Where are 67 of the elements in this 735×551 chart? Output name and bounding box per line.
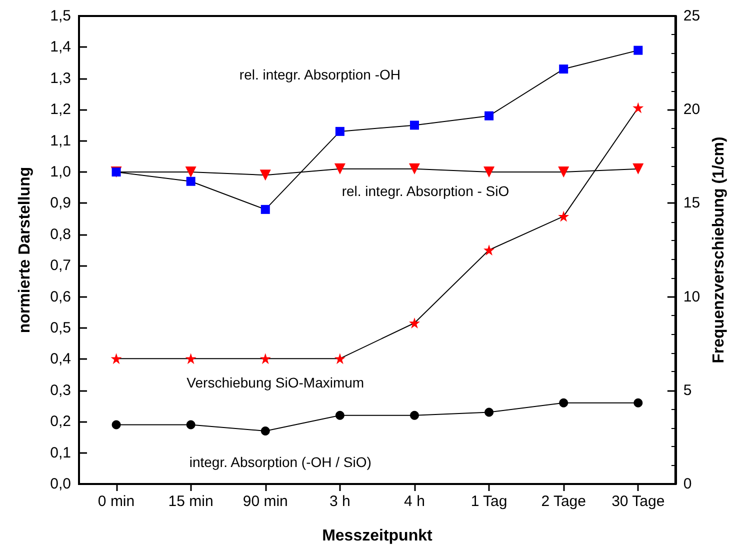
y-tick-label: 0,2 <box>50 413 71 430</box>
x-tick-label: 0 min <box>98 493 135 510</box>
y-tick-label: 0,5 <box>50 320 71 336</box>
point <box>335 410 344 420</box>
y-tick-label: 0,9 <box>50 194 71 212</box>
y-tick-label: 0,8 <box>50 226 71 243</box>
point <box>110 353 122 364</box>
y2-tick-label: 15 <box>683 194 700 212</box>
y-tick-label: 0,0 <box>50 476 71 492</box>
point <box>632 102 644 114</box>
y-tick-label: 1,1 <box>50 132 71 150</box>
point <box>634 398 643 408</box>
point <box>334 353 346 364</box>
text: rel. integr. Absorption -OH <box>239 66 400 82</box>
point <box>410 410 419 420</box>
point <box>185 166 196 178</box>
x-axis-title: Messzeitpunkt <box>322 528 433 544</box>
point <box>260 426 270 436</box>
point <box>185 353 196 364</box>
point <box>260 170 271 181</box>
point <box>260 353 271 364</box>
x-tick-label: 3 h <box>330 493 350 510</box>
point <box>260 204 270 214</box>
y-tick-label: 1,3 <box>50 70 71 87</box>
point <box>335 126 344 136</box>
series-label: integr. Absorption (-OH / SiO) <box>189 454 372 470</box>
x-tick-label: 15 min <box>168 493 214 510</box>
y-tick-label: 1,4 <box>50 38 71 56</box>
y-tick-label: 0,4 <box>50 350 71 368</box>
y-tick-label: 1,2 <box>50 101 71 118</box>
x-tick-label: 90 min <box>242 493 288 510</box>
point <box>484 166 495 178</box>
y-tick-label: 0,7 <box>50 257 71 274</box>
series-label: rel. integr. Absorption - SiO <box>342 182 510 199</box>
x-tick-label: 4 h <box>404 493 425 510</box>
point <box>408 163 420 174</box>
point <box>559 64 568 74</box>
point <box>186 176 196 186</box>
y2-tick-label: 0 <box>683 476 692 492</box>
point <box>558 166 570 178</box>
y2-tick-label: 20 <box>683 101 700 118</box>
point <box>112 420 121 430</box>
y-tick-label: 0,1 <box>50 444 71 462</box>
point <box>408 318 420 329</box>
y-axis-title: normierte Darstellung <box>16 166 34 334</box>
x-tick-label: 1 Tag <box>470 493 508 510</box>
point <box>334 163 346 174</box>
point <box>558 210 570 222</box>
point <box>559 398 568 408</box>
y-tick-label: 0,6 <box>50 288 71 306</box>
y2-tick-label: 25 <box>683 8 700 24</box>
y2-tick-label: 10 <box>683 288 700 306</box>
y-tick-label: 0,3 <box>50 382 71 399</box>
x-tick-label: 30 Tage <box>612 493 665 510</box>
point <box>186 420 196 430</box>
point <box>632 163 644 174</box>
point <box>484 111 494 120</box>
point <box>410 120 419 130</box>
y2-axis-title: Frequenzverschiebung (1/cm) <box>710 136 728 364</box>
series-label: Verschiebung SiO-Maximum <box>186 374 364 391</box>
point <box>484 408 494 417</box>
point <box>634 46 643 55</box>
x-tick-label: 2 Tage <box>541 493 586 510</box>
y-tick-label: 1,5 <box>50 8 71 24</box>
point <box>484 244 495 256</box>
y-tick-label: 1,0 <box>50 164 71 180</box>
y2-tick-label: 5 <box>683 382 692 399</box>
